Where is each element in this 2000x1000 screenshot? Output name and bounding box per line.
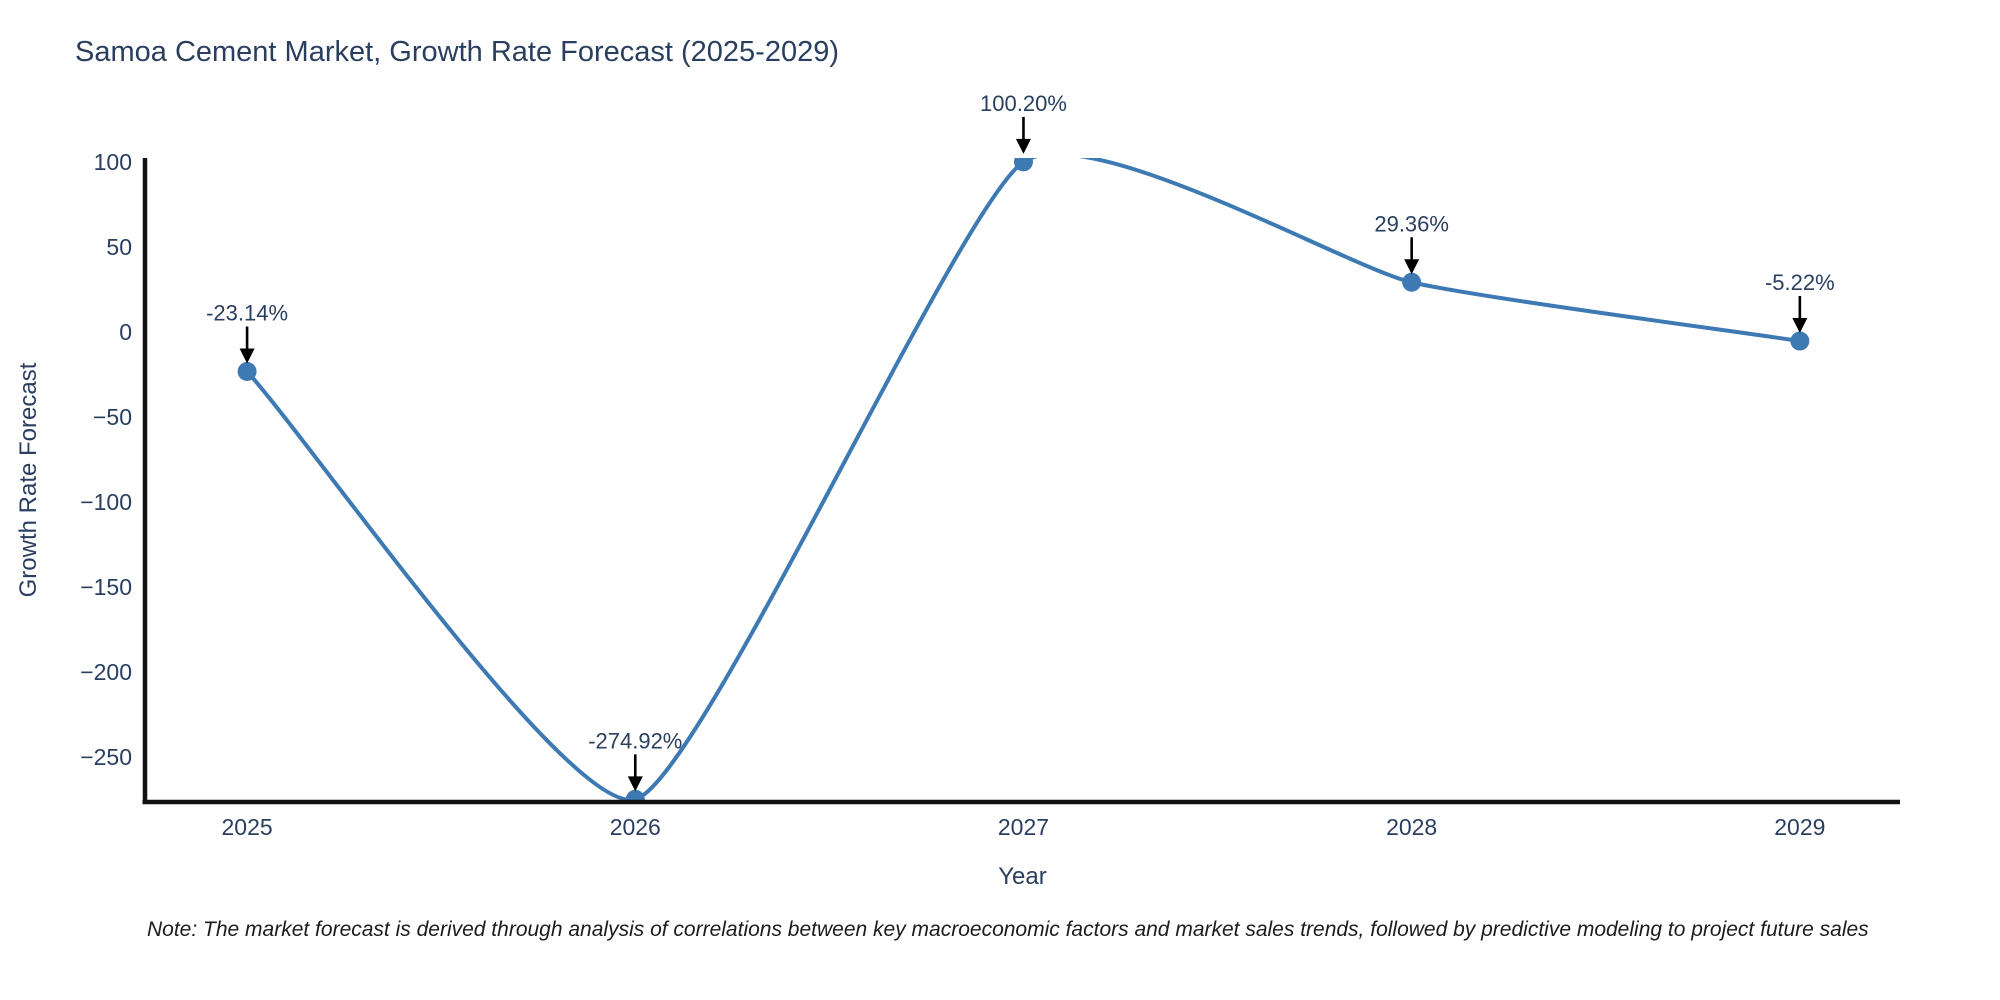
y-tick-label: 50 — [106, 234, 132, 260]
x-tick-label: 2026 — [610, 814, 661, 840]
annotation-arrowhead — [627, 776, 643, 792]
y-tick-label: −50 — [93, 404, 132, 430]
data-point-marker — [1790, 331, 1810, 351]
x-tick-label: 2029 — [1774, 814, 1825, 840]
data-point-marker — [625, 789, 645, 802]
y-tick-label: −200 — [80, 659, 132, 685]
y-tick-label: −150 — [80, 574, 132, 600]
data-point-marker — [1013, 158, 1033, 172]
series-group — [237, 158, 1810, 802]
trend-line — [245, 158, 1801, 802]
y-tick-label: 100 — [94, 149, 132, 175]
chart-title: Samoa Cement Market, Growth Rate Forecas… — [75, 36, 839, 68]
x-tick-label: 2028 — [1386, 814, 1437, 840]
annotation-arrowhead — [239, 348, 255, 364]
annotation-label: -274.92% — [588, 728, 682, 753]
data-point-marker — [237, 361, 257, 381]
footnote-text: Note: The market forecast is derived thr… — [147, 918, 1869, 941]
y-tick-label: −250 — [80, 744, 132, 770]
annotation-arrowhead — [1792, 318, 1808, 334]
y-axis-title: Growth Rate Forecast — [15, 362, 42, 597]
annotation-label: 100.20% — [980, 91, 1067, 116]
x-tick-label: 2025 — [222, 814, 273, 840]
annotation-arrowhead — [1404, 259, 1420, 275]
x-tick-label: 2027 — [998, 814, 1049, 840]
y-tick-label: −100 — [80, 489, 132, 515]
annotation-label: -23.14% — [206, 300, 288, 325]
annotation-arrowhead — [1015, 138, 1031, 154]
annotation-label: -5.22% — [1765, 270, 1835, 295]
x-axis-title: Year — [998, 863, 1047, 890]
annotation-label: 29.36% — [1374, 211, 1449, 236]
data-point-marker — [1402, 272, 1422, 292]
y-tick-label: 0 — [119, 319, 132, 345]
